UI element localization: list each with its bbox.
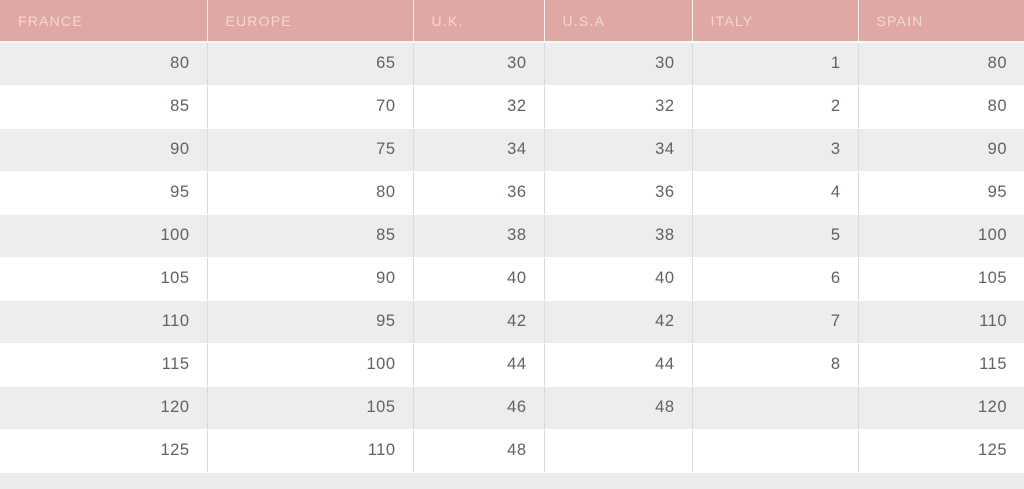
table-cell xyxy=(692,429,859,473)
table-cell: 38 xyxy=(413,214,545,258)
table-row: 80 65 30 30 1 80 xyxy=(0,42,1024,86)
table-cell: 32 xyxy=(413,85,545,129)
header-row: FRANCE EUROPE U.K. U.S.A ITALY SPAIN xyxy=(0,0,1024,43)
table-cell: 40 xyxy=(413,257,545,301)
table-cell: 5 xyxy=(692,214,859,258)
table-cell: 6 xyxy=(692,257,859,301)
table-cell: 100 xyxy=(207,343,414,387)
table-row: 95 80 36 36 4 95 xyxy=(0,171,1024,215)
table-cell: 80 xyxy=(0,42,208,86)
table-cell: 38 xyxy=(544,214,693,258)
table-cell: 90 xyxy=(0,128,208,172)
column-header-europe: EUROPE xyxy=(207,0,414,43)
table-cell: 34 xyxy=(544,128,693,172)
table-cell: 120 xyxy=(858,386,1024,430)
table-cell: 36 xyxy=(413,171,545,215)
table-row: 90 75 34 34 3 90 xyxy=(0,128,1024,172)
table-cell: 80 xyxy=(858,85,1024,129)
table-cell: 85 xyxy=(207,214,414,258)
table-cell: 44 xyxy=(413,343,545,387)
column-header-uk: U.K. xyxy=(413,0,545,43)
table-cell: 105 xyxy=(0,257,208,301)
column-header-italy: ITALY xyxy=(692,0,859,43)
table-cell: 95 xyxy=(207,300,414,344)
table-cell: 85 xyxy=(0,85,208,129)
table-cell: 95 xyxy=(858,171,1024,215)
table-cell: 4 xyxy=(692,171,859,215)
table-cell: 8 xyxy=(692,343,859,387)
table-cell: 120 xyxy=(0,386,208,430)
table-cell: 125 xyxy=(0,429,208,473)
table-cell: 90 xyxy=(858,128,1024,172)
column-header-usa: U.S.A xyxy=(544,0,693,43)
table-cell: 30 xyxy=(544,42,693,86)
table-cell: 110 xyxy=(207,429,414,473)
table-row: 125 110 48 125 xyxy=(0,429,1024,473)
table-cell: 7 xyxy=(692,300,859,344)
table-cell: 42 xyxy=(544,300,693,344)
table-cell: 90 xyxy=(207,257,414,301)
table-cell: 34 xyxy=(413,128,545,172)
table-cell xyxy=(692,386,859,430)
column-header-france: FRANCE xyxy=(0,0,208,43)
table-cell: 105 xyxy=(207,386,414,430)
table-cell: 40 xyxy=(544,257,693,301)
column-header-spain: SPAIN xyxy=(858,0,1024,43)
table-cell: 48 xyxy=(413,429,545,473)
table-cell xyxy=(544,429,693,473)
table-cell: 46 xyxy=(413,386,545,430)
table-row: 110 95 42 42 7 110 xyxy=(0,300,1024,344)
table-cell: 80 xyxy=(207,171,414,215)
table-cell: 95 xyxy=(0,171,208,215)
table-cell: 42 xyxy=(413,300,545,344)
table-row: 115 100 44 44 8 115 xyxy=(0,343,1024,387)
table-cell: 70 xyxy=(207,85,414,129)
table-cell: 115 xyxy=(858,343,1024,387)
table-cell: 2 xyxy=(692,85,859,129)
table-cell: 48 xyxy=(544,386,693,430)
size-conversion-table: FRANCE EUROPE U.K. U.S.A ITALY SPAIN 80 65 30 30… xyxy=(0,0,1024,473)
table-cell: 36 xyxy=(544,171,693,215)
table-cell: 110 xyxy=(858,300,1024,344)
table-cell: 100 xyxy=(0,214,208,258)
table-cell: 105 xyxy=(858,257,1024,301)
table-cell: 65 xyxy=(207,42,414,86)
table-cell: 100 xyxy=(858,214,1024,258)
table-cell: 115 xyxy=(0,343,208,387)
table-cell: 3 xyxy=(692,128,859,172)
table-row: 120 105 46 48 120 xyxy=(0,386,1024,430)
table-row: 100 85 38 38 5 100 xyxy=(0,214,1024,258)
table-body: 80 65 30 30 1 80 85 70 32 32 2 80 90 75 34 34 3 90 95 80 36 3… xyxy=(0,42,1024,473)
table-cell: 110 xyxy=(0,300,208,344)
table-header: FRANCE EUROPE U.K. U.S.A ITALY SPAIN xyxy=(0,0,1024,43)
table-cell: 44 xyxy=(544,343,693,387)
table-cell: 30 xyxy=(413,42,545,86)
table-cell: 125 xyxy=(858,429,1024,473)
table-cell: 32 xyxy=(544,85,693,129)
table-row: 85 70 32 32 2 80 xyxy=(0,85,1024,129)
table-row: 105 90 40 40 6 105 xyxy=(0,257,1024,301)
table-cell: 75 xyxy=(207,128,414,172)
table-cell: 1 xyxy=(692,42,859,86)
table-cell: 80 xyxy=(858,42,1024,86)
